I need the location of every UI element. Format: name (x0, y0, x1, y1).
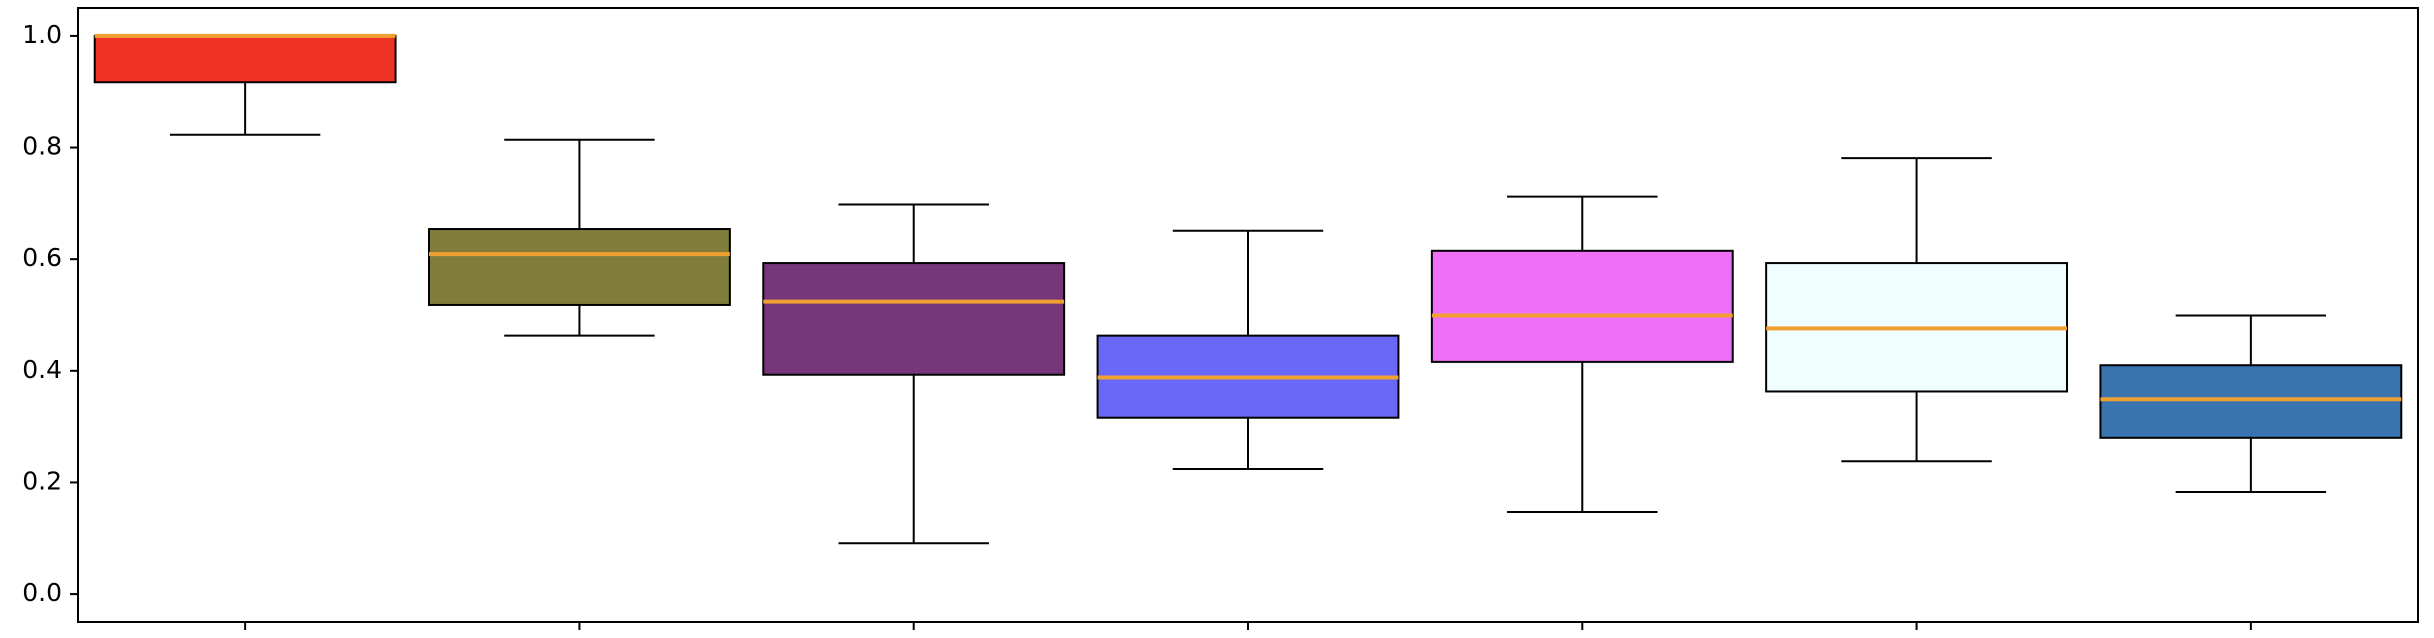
box (2099, 364, 2403, 439)
y-tick-label: 0.0 (22, 578, 62, 607)
y-tick-label: 0.8 (22, 132, 62, 161)
box (428, 228, 731, 306)
y-tick-label: 1.0 (22, 20, 62, 49)
box (762, 262, 1066, 376)
y-tick-label: 0.4 (22, 355, 62, 384)
y-tick-label: 0.2 (22, 466, 62, 495)
y-tick-label: 0.6 (22, 243, 62, 272)
box (1430, 249, 1734, 363)
box (93, 34, 397, 84)
